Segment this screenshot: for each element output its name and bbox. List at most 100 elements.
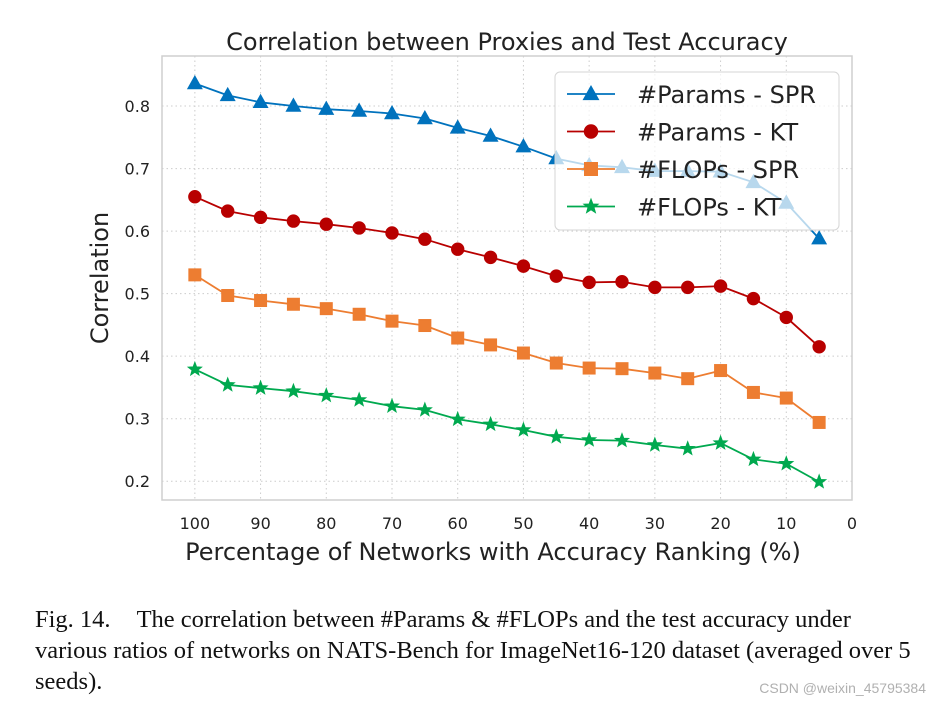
data-point: [285, 97, 302, 112]
legend-label: #Params - KT: [637, 119, 798, 147]
legend-item: #Params - KT: [567, 119, 798, 147]
watermark: CSDN @weixin_45795384: [759, 680, 926, 696]
data-point: [646, 436, 663, 452]
x-tick-label: 60: [448, 514, 468, 533]
data-point: [746, 291, 761, 306]
legend-label: #FLOPs - SPR: [637, 156, 799, 184]
data-point: [186, 74, 203, 90]
data-point: [286, 214, 301, 228]
x-tick-label: 50: [513, 514, 533, 533]
data-point: [384, 105, 400, 120]
series-line: [194, 274, 820, 424]
data-point: [351, 391, 368, 407]
y-tick-label: 0.6: [125, 222, 150, 241]
legend-item: #FLOPs - SPR: [567, 156, 799, 184]
legend-item: #Params - SPR: [567, 81, 816, 109]
data-point: [714, 364, 728, 378]
caption-label: Fig. 14.: [35, 606, 111, 633]
data-point: [515, 138, 532, 153]
data-point: [318, 100, 335, 115]
series--params-kt: [188, 190, 826, 354]
data-point: [681, 280, 695, 295]
data-point: [254, 294, 268, 308]
data-point: [319, 302, 333, 316]
data-point: [219, 376, 236, 392]
data-point: [613, 432, 631, 448]
legend-marker: [583, 124, 599, 139]
y-tick-label: 0.3: [125, 410, 150, 429]
data-point: [383, 397, 401, 414]
data-point: [482, 415, 499, 432]
data-point: [615, 275, 629, 289]
data-point: [615, 362, 629, 376]
series--flops-kt: [186, 360, 828, 489]
data-point: [549, 269, 563, 283]
legend-marker: [584, 162, 598, 176]
data-point: [811, 230, 828, 245]
x-tick-label: 10: [776, 514, 796, 533]
data-point: [482, 127, 499, 142]
x-tick-label: 100: [180, 514, 211, 533]
x-tick-label: 40: [579, 514, 599, 533]
data-point: [515, 421, 532, 437]
series-line: [194, 368, 820, 483]
data-point: [416, 401, 433, 417]
y-tick-label: 0.2: [125, 472, 150, 491]
y-tick-label: 0.5: [125, 285, 150, 304]
y-tick-label: 0.7: [125, 160, 150, 179]
x-tick-label: 80: [316, 514, 336, 533]
correlation-chart: 100 90 80 70 60 50 40 30 20 10 0 0.20.30.40.50.60.…: [86, 28, 858, 566]
data-point: [581, 431, 598, 447]
data-point: [449, 410, 466, 427]
x-axis: 100 90 80 70 60 50 40 30 20 10 0: [180, 514, 858, 533]
data-point: [219, 86, 236, 102]
data-point: [483, 250, 498, 265]
figure-caption: Fig. 14. The correlation between #Params …: [35, 604, 920, 697]
data-point: [221, 289, 235, 303]
data-point: [778, 455, 795, 471]
data-point: [679, 440, 696, 456]
data-point: [319, 217, 333, 231]
data-point: [811, 473, 828, 489]
legend-label: #FLOPs - KT: [637, 194, 782, 222]
data-point: [318, 387, 335, 403]
x-tick-label: 70: [382, 514, 402, 533]
data-point: [746, 385, 760, 399]
data-point: [418, 232, 432, 246]
data-point: [418, 319, 432, 333]
caption-text: The correlation between #Params & #FLOPs…: [35, 606, 911, 695]
data-point: [416, 110, 433, 125]
data-point: [385, 226, 399, 240]
data-point: [253, 210, 268, 225]
data-point: [221, 204, 235, 218]
legend: #Params - SPR #Params - KT #FLOPs - SPR #FL…: [554, 71, 840, 231]
legend-box: [554, 71, 840, 231]
data-point: [188, 190, 202, 204]
x-tick-label: 30: [645, 514, 665, 533]
x-axis-label: Percentage of Networks with Accuracy Ran…: [185, 538, 801, 566]
data-point: [648, 280, 662, 295]
data-point: [812, 415, 826, 429]
data-point: [582, 361, 596, 375]
data-point: [286, 297, 300, 311]
x-tick-label: 90: [250, 514, 270, 533]
legend-item: #FLOPs - KT: [567, 194, 782, 222]
data-point: [779, 310, 793, 325]
data-point: [779, 391, 793, 405]
plot-frame: [161, 55, 853, 501]
data-point: [713, 279, 728, 293]
legend-marker: [582, 197, 600, 214]
y-tick-label: 0.8: [125, 97, 150, 116]
data-point: [449, 119, 466, 134]
data-point: [681, 372, 695, 386]
data-point: [188, 268, 202, 282]
data-point: [451, 242, 465, 256]
data-point: [252, 93, 269, 109]
data-point: [352, 221, 366, 235]
data-point: [451, 331, 465, 345]
data-point: [385, 314, 399, 328]
data-point: [812, 340, 826, 354]
data-point: [516, 259, 531, 273]
y-tick-label: 0.4: [125, 347, 150, 366]
series--flops-spr: [188, 268, 826, 429]
